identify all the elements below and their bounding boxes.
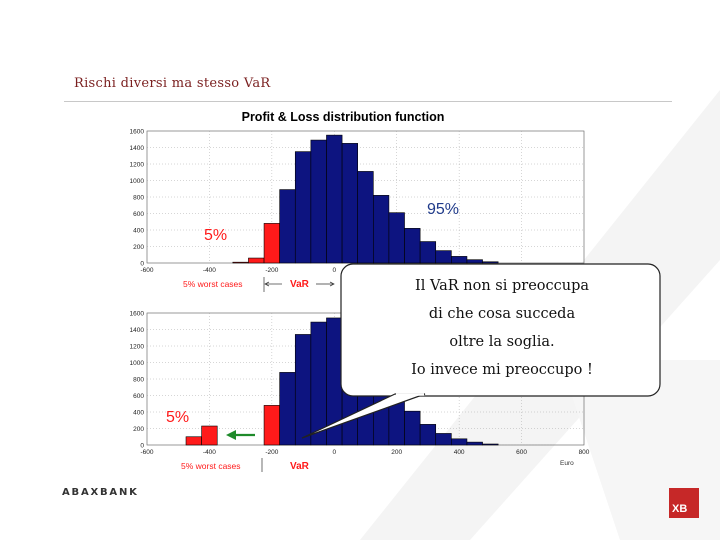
var-bracket — [263, 277, 335, 292]
y-tick-label: 600 — [133, 211, 144, 218]
tail-bar — [263, 223, 280, 264]
callout-line: oltre la soglia. — [449, 334, 555, 350]
distribution-bar — [404, 228, 421, 264]
distribution-bar — [419, 241, 437, 264]
distribution-bar — [294, 151, 312, 264]
tail-bar — [248, 257, 265, 264]
x-tick-label: 0 — [332, 449, 336, 456]
distribution-bar — [341, 143, 358, 264]
tail-bar — [185, 436, 202, 446]
tail-bar — [201, 425, 218, 446]
y-tick-label: 1000 — [130, 178, 145, 185]
chart-title: Profit & Loss distribution function — [242, 110, 445, 124]
distribution-bar — [310, 321, 327, 446]
distribution-bar — [279, 189, 296, 264]
xb-logo-icon — [669, 488, 699, 518]
callout-text: Il VaR non si preoccupa di che cosa succ… — [352, 272, 652, 384]
callout-line: Io invece mi preoccupo ! — [411, 362, 593, 378]
x-tick-label: 600 — [516, 449, 527, 456]
distribution-bar — [279, 372, 296, 446]
x-tick-label: -200 — [265, 449, 278, 456]
tail-bar — [232, 261, 249, 264]
worst-cases-label: 5% worst cases — [183, 279, 243, 289]
var-label: VaR — [290, 461, 310, 472]
distribution-bar — [404, 410, 421, 446]
distribution-bar — [435, 433, 452, 446]
xb-logo-text: XB — [672, 503, 688, 515]
y-tick-label: 1000 — [130, 360, 145, 367]
distribution-bar — [451, 438, 468, 446]
tail-percent-label: 5% — [166, 409, 189, 426]
x-tick-label: -200 — [265, 267, 278, 274]
worst-cases-label: 5% worst cases — [181, 461, 241, 471]
x-tick-label: -400 — [203, 267, 216, 274]
slide-title: Rischi diversi ma stesso VaR — [74, 76, 271, 91]
y-tick-label: 1600 — [130, 129, 145, 136]
y-tick-label: 200 — [133, 426, 144, 433]
distribution-bar — [357, 171, 374, 264]
distribution-bar — [482, 443, 499, 446]
title-divider — [64, 101, 672, 102]
y-tick-label: 1600 — [130, 311, 145, 318]
callout-line: Il VaR non si preoccupa — [414, 278, 590, 294]
x-tick-label: 200 — [391, 449, 402, 456]
x-tick-label: -600 — [140, 267, 153, 274]
y-tick-label: 1200 — [130, 344, 145, 351]
distribution-bar — [466, 441, 483, 446]
var-label: VaR — [290, 279, 310, 290]
top-histogram: Profit & Loss distribution function 0 200… — [130, 110, 590, 292]
y-tick-label: 1400 — [130, 145, 145, 152]
y-tick-label: 0 — [140, 261, 144, 268]
y-tick-label: 800 — [133, 377, 144, 384]
distribution-bar — [388, 212, 405, 264]
x-tick-label: -600 — [140, 449, 153, 456]
distribution-bar — [419, 424, 437, 446]
x-tick-label: 800 — [579, 449, 590, 456]
x-tick-label: -400 — [203, 449, 216, 456]
y-tick-label: 0 — [140, 443, 144, 450]
speech-bubble — [301, 263, 661, 439]
distribution-bar — [310, 139, 327, 264]
body-percent-label: 95% — [427, 201, 459, 218]
y-tick-label: 400 — [133, 410, 144, 417]
distribution-bar — [373, 195, 390, 264]
distribution-bar — [294, 334, 312, 446]
x-tick-label: 400 — [454, 449, 465, 456]
distribution-bar — [326, 134, 343, 264]
tail-percent-label: 5% — [204, 227, 227, 244]
distribution-bar — [482, 261, 499, 264]
distribution-bar — [466, 259, 483, 264]
green-arrow — [226, 430, 255, 440]
y-tick-label: 1200 — [130, 162, 145, 169]
x-axis-label: Euro — [560, 460, 574, 467]
y-tick-label: 800 — [133, 195, 144, 202]
footer-brand-logo: ABAXBANK — [62, 487, 139, 498]
distribution-bar — [451, 256, 468, 264]
y-tick-label: 600 — [133, 393, 144, 400]
x-tick-label: 0 — [332, 267, 336, 274]
y-tick-label: 1400 — [130, 327, 145, 334]
y-tick-label: 400 — [133, 228, 144, 235]
distribution-bar — [435, 250, 452, 264]
callout-line: di che cosa succeda — [428, 306, 576, 322]
tail-bar — [263, 405, 280, 446]
y-tick-label: 200 — [133, 244, 144, 251]
